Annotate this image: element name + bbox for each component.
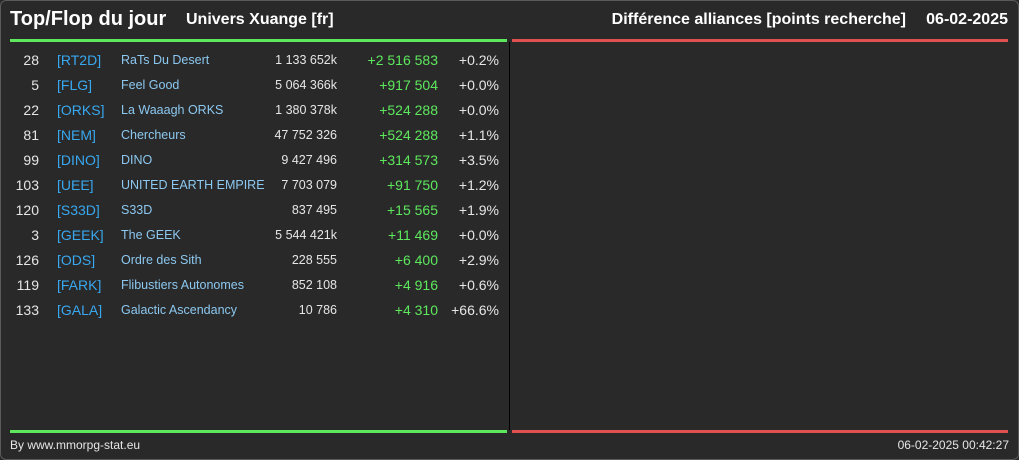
rank-cell: 103 xyxy=(15,177,39,193)
top-bottom-line xyxy=(10,430,507,433)
alliance-name-link[interactable]: Galactic Ascendancy xyxy=(121,303,238,317)
points-cell: 5 544 421k xyxy=(275,228,337,242)
points-cell: 837 495 xyxy=(291,203,337,217)
rank-cell: 5 xyxy=(31,77,39,93)
header: Top/Flop du jour Univers Xuange [fr] Dif… xyxy=(10,8,1008,34)
alliance-tag-link[interactable]: [GEEK] xyxy=(57,227,104,243)
diff-cell: +15 565 xyxy=(387,202,438,218)
alliance-name-link[interactable]: UNITED EARTH EMPIRE xyxy=(121,178,265,192)
top-accent-line xyxy=(10,39,507,42)
diff-cell: +91 750 xyxy=(387,177,438,193)
points-cell: 47 752 326 xyxy=(274,128,337,142)
alliance-name-link[interactable]: Feel Good xyxy=(121,78,180,92)
diff-cell: +4 916 xyxy=(394,277,438,293)
rank-cell: 120 xyxy=(15,202,39,218)
percent-cell: +0.6% xyxy=(458,277,499,293)
alliance-name-link[interactable]: La Waaagh ORKS xyxy=(121,103,224,117)
table-row: 5 [FLG] Feel Good 5 064 366k +917 504 +0.0% xyxy=(10,75,507,100)
alliance-tag-link[interactable]: [FARK] xyxy=(57,277,102,293)
percent-cell: +1.1% xyxy=(458,127,499,143)
points-cell: 852 108 xyxy=(291,278,337,292)
table-row: 126 [ODS] Ordre des Sith 228 555 +6 400 +2.9% xyxy=(10,250,507,275)
points-cell: 10 786 xyxy=(298,303,337,317)
flop-bottom-line xyxy=(512,430,1008,433)
points-cell: 228 555 xyxy=(291,253,337,267)
rank-cell: 28 xyxy=(23,52,39,68)
points-cell: 1 380 378k xyxy=(275,103,337,117)
alliance-tag-link[interactable]: [FLG] xyxy=(57,77,93,93)
alliance-tag-link[interactable]: [RT2D] xyxy=(57,52,102,68)
points-cell: 7 703 079 xyxy=(281,178,337,192)
alliance-name-link[interactable]: Ordre des Sith xyxy=(121,253,202,267)
alliance-name-link[interactable]: Flibustiers Autonomes xyxy=(121,278,244,292)
alliance-name-link[interactable]: DINO xyxy=(121,153,153,167)
alliance-tag-link[interactable]: [S33D] xyxy=(57,202,100,218)
alliance-tag-link[interactable]: [ODS] xyxy=(57,252,96,268)
rank-cell: 126 xyxy=(15,252,39,268)
percent-cell: +66.6% xyxy=(451,302,499,318)
alliance-name-link[interactable]: The GEEK xyxy=(121,228,181,242)
table-row: 133 [GALA] Galactic Ascendancy 10 786 +4 310… xyxy=(10,300,507,325)
percent-cell: +0.2% xyxy=(458,52,499,68)
rank-cell: 22 xyxy=(23,102,39,118)
diff-cell: +524 288 xyxy=(379,127,438,143)
diff-cell: +917 504 xyxy=(379,77,438,93)
points-cell: 5 064 366k xyxy=(275,78,337,92)
universe-subtitle: Univers Xuange [fr] xyxy=(186,11,334,28)
points-cell: 1 133 652k xyxy=(275,53,337,67)
diff-cell: +524 288 xyxy=(379,102,438,118)
diff-cell: +2 516 583 xyxy=(367,52,438,68)
percent-cell: +3.5% xyxy=(458,152,499,168)
table-row: 81 [NEM] Chercheurs 47 752 326 +524 288 +1.1% xyxy=(10,125,507,150)
points-cell: 9 427 496 xyxy=(281,153,337,167)
percent-cell: +0.0% xyxy=(458,102,499,118)
table-row: 120 [S33D] S33D 837 495 +15 565 +1.9% xyxy=(10,200,507,225)
page-title: Top/Flop du jour xyxy=(10,8,167,30)
diff-cell: +6 400 xyxy=(394,252,438,268)
rank-cell: 119 xyxy=(16,277,39,293)
alliance-tag-link[interactable]: [NEM] xyxy=(57,127,96,143)
flop-accent-line xyxy=(512,39,1008,42)
table-row: 28 [RT2D] RaTs Du Desert 1 133 652k +2 516 5… xyxy=(10,50,507,75)
alliance-name-link[interactable]: RaTs Du Desert xyxy=(121,53,210,67)
table-row: 103 [UEE] UNITED EARTH EMPIRE 7 703 079 +91 … xyxy=(10,175,507,200)
percent-cell: +0.0% xyxy=(458,77,499,93)
rank-cell: 133 xyxy=(15,302,39,318)
percent-cell: +1.2% xyxy=(458,177,499,193)
rank-cell: 3 xyxy=(31,227,39,243)
percent-cell: +1.9% xyxy=(458,202,499,218)
percent-cell: +2.9% xyxy=(458,252,499,268)
alliance-tag-link[interactable]: [DINO] xyxy=(57,152,100,168)
diff-cell: +11 469 xyxy=(388,227,438,243)
alliance-tag-link[interactable]: [GALA] xyxy=(57,302,103,318)
alliance-name-link[interactable]: Chercheurs xyxy=(121,128,186,142)
rank-cell: 81 xyxy=(23,127,39,143)
rank-cell: 99 xyxy=(23,152,39,168)
alliance-tag-link[interactable]: [ORKS] xyxy=(57,102,105,118)
header-date: 06-02-2025 xyxy=(926,11,1008,28)
table-row: 3 [GEEK] The GEEK 5 544 421k +11 469 +0.0% xyxy=(10,225,507,250)
alliance-name-link[interactable]: S33D xyxy=(121,203,153,217)
table-row: 119 [FARK] Flibustiers Autonomes 852 108 +4 … xyxy=(10,275,507,300)
ranking-title: Différence alliances [points recherche] xyxy=(611,11,906,28)
percent-cell: +0.0% xyxy=(458,227,499,243)
footer-credit: By www.mmorpg-stat.eu xyxy=(10,438,141,452)
diff-cell: +314 573 xyxy=(379,152,438,168)
column-divider xyxy=(509,42,510,430)
footer-timestamp: 06-02-2025 00:42:27 xyxy=(897,438,1009,452)
alliance-tag-link[interactable]: [UEE] xyxy=(57,177,94,193)
table-row: 22 [ORKS] La Waaagh ORKS 1 380 378k +524 288… xyxy=(10,100,507,125)
table-row: 99 [DINO] DINO 9 427 496 +314 573 +3.5% xyxy=(10,150,507,175)
diff-cell: +4 310 xyxy=(394,302,438,318)
